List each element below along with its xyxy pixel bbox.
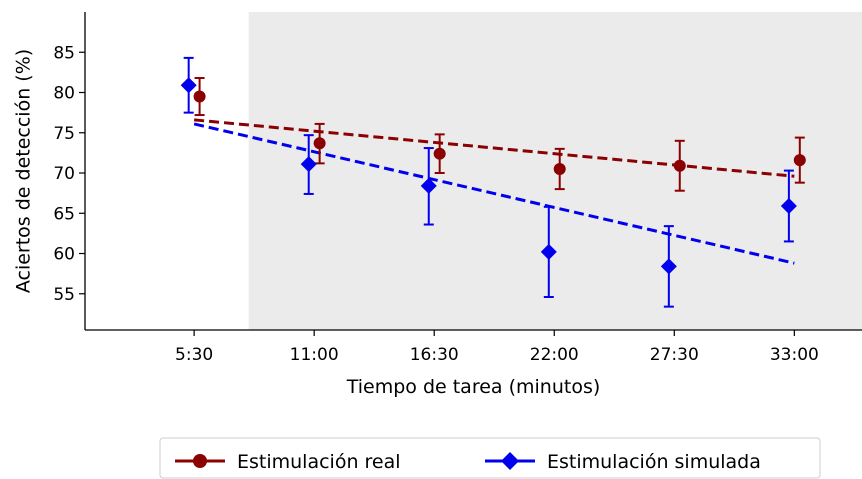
data-point: [660, 258, 677, 275]
data-point: [553, 162, 566, 175]
y-tick-label: 70: [53, 164, 75, 184]
y-tick-label: 65: [53, 204, 75, 224]
legend-marker: [501, 452, 519, 470]
x-tick-label: 33:00: [770, 345, 819, 365]
legend-marker: [193, 454, 207, 468]
data-point: [780, 198, 797, 215]
trend-line: [193, 122, 795, 265]
y-tick-label: 85: [53, 43, 75, 63]
data-point: [300, 156, 317, 173]
data-markers: [180, 77, 806, 275]
y-axis-ticks: 55 60 65 70 75 80 85: [53, 43, 85, 305]
x-tick-label: 5:30: [175, 345, 213, 365]
legend: Estimulación real Estimulación simulada: [159, 437, 821, 479]
data-point: [433, 147, 446, 160]
x-axis-label: Tiempo de tarea (minutos): [346, 376, 601, 398]
data-point: [180, 77, 197, 94]
legend-label: Estimulación simulada: [547, 451, 761, 473]
trend-line: [193, 118, 795, 178]
data-point: [420, 177, 437, 194]
trend-lines: [193, 118, 795, 265]
data-point: [673, 159, 686, 172]
x-axis-ticks: 5:30 11:00 16:30 22:00 27:30 33:00: [175, 330, 819, 365]
y-tick-label: 75: [53, 124, 75, 144]
x-tick-label: 22:00: [530, 345, 579, 365]
data-point: [313, 137, 326, 150]
y-axis-label: Aciertos de detección (%): [13, 49, 35, 293]
x-tick-label: 11:00: [290, 345, 339, 365]
data-point: [193, 90, 206, 103]
legend-box: [159, 437, 821, 479]
x-tick-label: 27:30: [650, 345, 699, 365]
legend-label: Estimulación real: [237, 451, 401, 473]
x-tick-label: 16:30: [410, 345, 459, 365]
y-tick-label: 80: [53, 84, 75, 104]
data-point: [793, 154, 806, 167]
data-point: [540, 243, 557, 260]
y-tick-label: 55: [53, 285, 75, 305]
y-tick-label: 60: [53, 245, 75, 265]
